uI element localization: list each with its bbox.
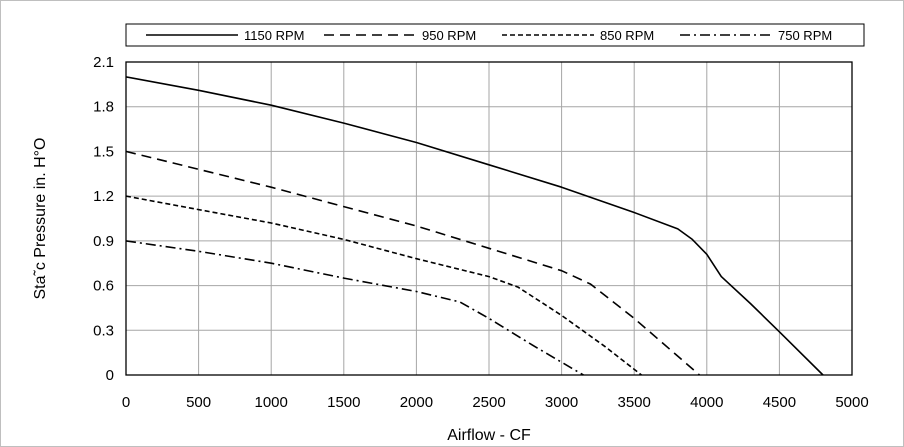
y-tick-label: 0.6 [93, 278, 114, 295]
x-tick-label: 5000 [835, 394, 868, 411]
series-layer [125, 76, 824, 376]
grid [125, 61, 853, 376]
plot-area [125, 61, 853, 376]
legend-label: 750 RPM [778, 28, 832, 43]
x-tick-label: 3000 [545, 394, 578, 411]
x-axis-title: Airflow - CF [447, 427, 531, 444]
x-tick-label: 3500 [618, 394, 651, 411]
series-line-950-rpm [125, 150, 701, 376]
y-tick-label: 2.1 [93, 54, 114, 71]
x-tick-label: 500 [186, 394, 211, 411]
x-tick-label: 1500 [327, 394, 360, 411]
y-tick-label: 1.2 [93, 188, 114, 205]
series-line-850-rpm [125, 195, 642, 376]
series-line-1150-rpm [125, 76, 824, 376]
x-tick-label: 2000 [400, 394, 433, 411]
y-tick-label: 0.3 [93, 322, 114, 339]
y-tick-labels: 0 0.3 0.6 0.9 1.2 1.5 1.8 2.1 [93, 54, 114, 384]
x-tick-label: 1000 [255, 394, 288, 411]
legend-label: 850 RPM [600, 28, 654, 43]
y-tick-label: 1.8 [93, 99, 114, 116]
y-tick-label: 1.5 [93, 143, 114, 160]
series-line-750-rpm [125, 240, 584, 376]
x-tick-label: 2500 [472, 394, 505, 411]
x-tick-label: 4500 [763, 394, 796, 411]
x-tick-label: 4000 [690, 394, 723, 411]
x-tick-labels: 0 500 1000 1500 2000 2500 3000 3500 4000 4500 5000 [122, 394, 869, 411]
legend-label: 950 RPM [422, 28, 476, 43]
legend: 1150 RPM 950 RPM 850 RPM 750 RPM [125, 23, 865, 47]
x-tick-label: 0 [122, 394, 130, 411]
legend-box [125, 23, 865, 47]
legend-label: 1150 RPM [244, 28, 304, 43]
y-tick-label: 0.9 [93, 233, 114, 250]
y-axis-title: Sta˜c Pressure in. H°O [32, 138, 49, 300]
y-tick-label: 0 [106, 367, 114, 384]
